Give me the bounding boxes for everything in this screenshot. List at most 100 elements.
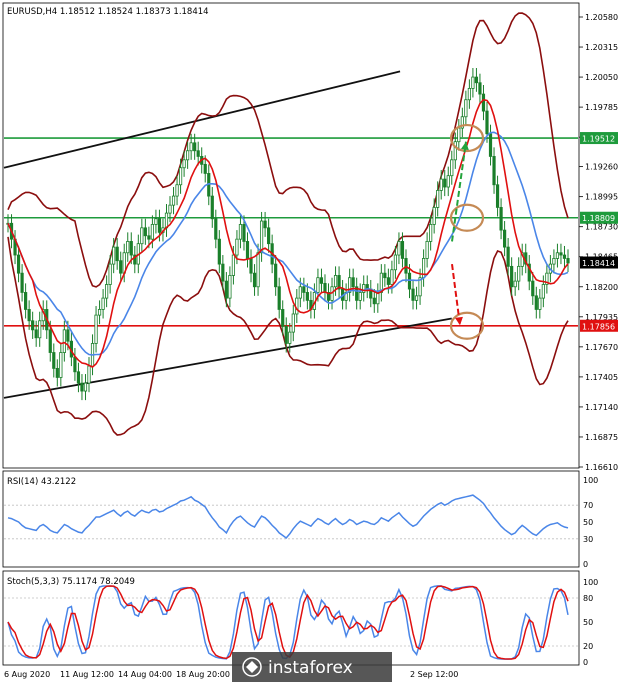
- candle-body: [411, 288, 415, 301]
- level-price-label: 1.18809: [582, 214, 615, 223]
- candle-body: [302, 286, 306, 293]
- axis-layer: 1.205801.203151.200501.197851.195201.192…: [4, 13, 618, 679]
- main-y-tick-label: 1.20580: [585, 13, 618, 22]
- rsi-line: [7, 494, 569, 540]
- candle-body: [55, 367, 59, 378]
- candle-body: [101, 297, 105, 310]
- candle-body: [562, 254, 567, 259]
- candle-body: [333, 275, 338, 288]
- candle-body: [221, 263, 225, 282]
- candle-body: [436, 190, 440, 208]
- bollinger-lower: [7, 236, 569, 436]
- candle-body: [178, 167, 183, 186]
- candle-body: [534, 295, 538, 310]
- candle-body: [348, 277, 352, 293]
- candle-body: [217, 238, 221, 265]
- forecast-arrow-shaft: [451, 141, 467, 242]
- candle-body: [97, 309, 102, 316]
- candle-body: [263, 220, 267, 229]
- candle-body: [464, 99, 468, 118]
- candle-body: [214, 218, 218, 240]
- candle-body: [488, 133, 493, 157]
- candle-body: [485, 110, 489, 135]
- candle-body: [453, 141, 457, 161]
- candle-body: [16, 254, 21, 274]
- candle-body: [189, 142, 193, 152]
- forecast-arrow-head: [454, 316, 463, 326]
- stoch-y-tick-label: 50: [583, 618, 593, 627]
- candle-body: [351, 277, 355, 288]
- candle-body: [175, 184, 179, 197]
- candle-body: [224, 280, 228, 299]
- candle-body: [66, 329, 70, 342]
- candle-body: [193, 142, 197, 152]
- candle-body: [414, 295, 419, 301]
- forecast-arrow-head: [460, 141, 469, 151]
- candle-body: [31, 320, 35, 331]
- candle-body: [319, 277, 324, 284]
- candle-body: [393, 254, 398, 271]
- stoch-header: Stoch(5,3,3) 75.1174 78.2049: [7, 577, 135, 587]
- candle-body: [52, 352, 56, 369]
- candle-body: [238, 224, 243, 240]
- main-y-tick-label: 1.19785: [585, 103, 618, 112]
- candle-body: [252, 272, 257, 288]
- candle-body: [210, 195, 214, 220]
- candle-body: [326, 292, 331, 301]
- x-tick-label: 2 Sep 12:00: [410, 670, 458, 679]
- candle-body: [76, 371, 81, 384]
- candle-body: [559, 252, 563, 256]
- candle-body: [429, 224, 433, 242]
- candle-body: [108, 263, 112, 285]
- candle-body: [545, 272, 549, 285]
- main-y-tick-label: 1.16610: [585, 463, 618, 472]
- candle-body: [397, 241, 401, 256]
- candle-body: [164, 212, 169, 229]
- candle-body: [59, 352, 63, 378]
- candle-body: [20, 272, 24, 293]
- level-price-tag: [580, 132, 618, 145]
- candle-body: [362, 284, 366, 293]
- current-price-tag: [580, 256, 618, 269]
- candle-body: [129, 241, 133, 256]
- candle-body: [154, 218, 158, 225]
- main-header: EURUSD,H4 1.18512 1.18524 1.18373 1.1841…: [7, 7, 209, 17]
- candle-body: [450, 159, 454, 177]
- candle-body: [474, 76, 479, 84]
- level-price-label: 1.17856: [582, 322, 615, 331]
- rsi-y-tick-label: 100: [583, 476, 598, 485]
- candle-body: [284, 326, 288, 344]
- candle-body: [171, 195, 176, 206]
- candle-body: [143, 227, 147, 237]
- stoch-y-tick-label: 0: [583, 658, 588, 667]
- candle-body: [235, 238, 239, 256]
- candle-body: [376, 292, 380, 305]
- watermark-text: instaforex: [268, 658, 353, 678]
- main-panel: [2, 2, 580, 469]
- candle-body: [34, 329, 38, 339]
- candle-body: [510, 265, 514, 288]
- candle-body: [552, 258, 556, 265]
- candle-body: [281, 309, 285, 327]
- main-y-tick-label: 1.18995: [585, 193, 618, 202]
- candle-body: [323, 282, 327, 293]
- candle-body: [24, 292, 28, 310]
- x-tick-label: 14 Aug 04:00: [118, 670, 172, 679]
- main-y-tick-label: 1.16875: [585, 433, 618, 442]
- main-y-tick-label: 1.20050: [585, 73, 618, 82]
- candle-body: [337, 275, 341, 290]
- candle-body: [126, 241, 130, 254]
- candle-body: [274, 263, 278, 288]
- candle-body: [150, 224, 155, 240]
- candle-body: [517, 265, 521, 282]
- candle-body: [471, 76, 475, 89]
- main-y-tick-label: 1.17140: [585, 403, 618, 412]
- candle-body: [305, 292, 309, 301]
- candle-body: [27, 309, 31, 322]
- x-tick-label: 6 Aug 2020: [4, 670, 50, 679]
- candle-body: [112, 246, 116, 265]
- level-price-tag: [580, 319, 618, 332]
- candle-body: [460, 116, 464, 129]
- main-y-tick-label: 1.17405: [585, 373, 618, 382]
